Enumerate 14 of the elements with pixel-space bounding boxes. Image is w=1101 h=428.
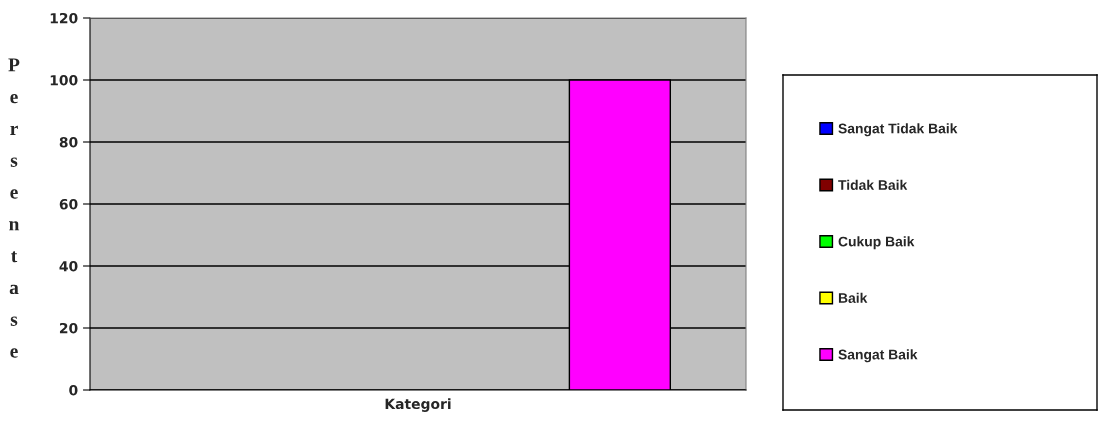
text: Persentase (8, 58, 20, 358)
legend-label: Cukup Baik (838, 236, 915, 250)
y-tick-label: 0 (69, 384, 78, 396)
y-tick-label: 80 (59, 136, 78, 148)
legend-label: Baik (838, 292, 868, 303)
y-tick-label: 40 (59, 260, 78, 272)
y-tick-label: 120 (50, 12, 78, 24)
legend-label: Tidak Baik (838, 179, 908, 190)
y-tick-label: 60 (59, 198, 78, 210)
legend-label: Sangat Tidak Baik (838, 123, 958, 137)
x-tick-label: Kategori (385, 398, 451, 412)
y-tick-label: 100 (50, 74, 78, 86)
legend-label: Sangat Baik (838, 349, 918, 363)
y-tick-label: 20 (59, 322, 78, 334)
